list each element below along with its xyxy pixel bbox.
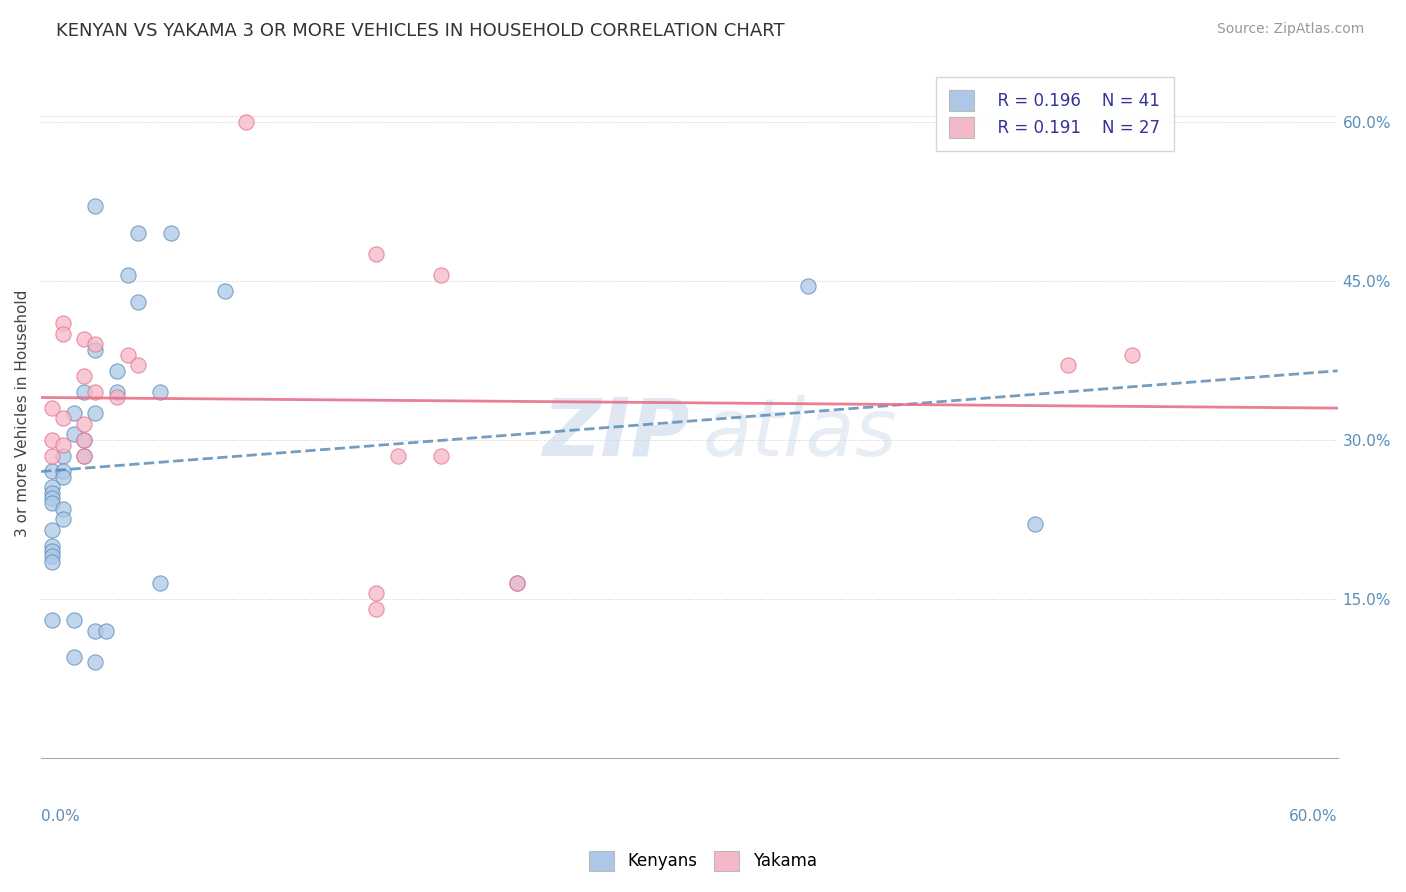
Point [52, 316, 75, 330]
Point [73, 449, 96, 463]
Point [117, 348, 139, 362]
Point [797, 279, 820, 293]
Point [364, 247, 387, 261]
Point [73, 332, 96, 346]
Point [52, 449, 75, 463]
Point [84, 656, 107, 670]
Point [387, 449, 409, 463]
Point [159, 226, 181, 240]
Point [52, 501, 75, 516]
Point [1121, 348, 1143, 362]
Point [235, 114, 257, 128]
Point [41, 401, 63, 415]
Point [62, 613, 84, 627]
Point [505, 575, 527, 590]
Point [94, 624, 117, 638]
Point [41, 480, 63, 494]
Text: 0.0%: 0.0% [41, 809, 80, 823]
Point [105, 390, 128, 404]
Point [41, 544, 63, 558]
Point [73, 449, 96, 463]
Point [73, 433, 96, 447]
Point [41, 433, 63, 447]
Point [41, 549, 63, 564]
Point [84, 337, 107, 351]
Text: KENYAN VS YAKAMA 3 OR MORE VEHICLES IN HOUSEHOLD CORRELATION CHART: KENYAN VS YAKAMA 3 OR MORE VEHICLES IN H… [56, 22, 785, 40]
Point [364, 586, 387, 600]
Point [62, 650, 84, 665]
Point [41, 613, 63, 627]
Point [73, 384, 96, 399]
Point [84, 624, 107, 638]
Point [52, 411, 75, 425]
Legend: Kenyans, Yakama: Kenyans, Yakama [581, 842, 825, 880]
Point [105, 364, 128, 378]
Y-axis label: 3 or more Vehicles in Household: 3 or more Vehicles in Household [15, 289, 30, 537]
Point [117, 268, 139, 283]
Point [52, 512, 75, 526]
Point [127, 359, 149, 373]
Point [62, 406, 84, 420]
Point [430, 449, 453, 463]
Point [364, 602, 387, 616]
Point [52, 438, 75, 452]
Point [73, 369, 96, 384]
Point [84, 343, 107, 357]
Text: ZIP: ZIP [541, 395, 689, 473]
Point [73, 417, 96, 431]
Point [52, 465, 75, 479]
Point [41, 449, 63, 463]
Point [52, 469, 75, 483]
Point [41, 485, 63, 500]
Point [41, 555, 63, 569]
Text: Source: ZipAtlas.com: Source: ZipAtlas.com [1216, 22, 1364, 37]
Point [505, 575, 527, 590]
Point [41, 465, 63, 479]
Point [84, 199, 107, 213]
Text: 60.0%: 60.0% [1289, 809, 1337, 823]
Point [84, 384, 107, 399]
Point [41, 491, 63, 505]
Point [127, 294, 149, 309]
Point [214, 284, 236, 298]
Point [41, 496, 63, 510]
Point [62, 427, 84, 442]
Point [149, 575, 172, 590]
Point [41, 523, 63, 537]
Point [127, 226, 149, 240]
Text: atlas: atlas [703, 395, 897, 473]
Legend:   R = 0.196    N = 41,   R = 0.191    N = 27: R = 0.196 N = 41, R = 0.191 N = 27 [936, 77, 1174, 151]
Point [1024, 517, 1046, 532]
Point [84, 406, 107, 420]
Point [105, 384, 128, 399]
Point [52, 326, 75, 341]
Point [149, 384, 172, 399]
Point [41, 539, 63, 553]
Point [73, 433, 96, 447]
Point [1056, 359, 1078, 373]
Point [430, 268, 453, 283]
